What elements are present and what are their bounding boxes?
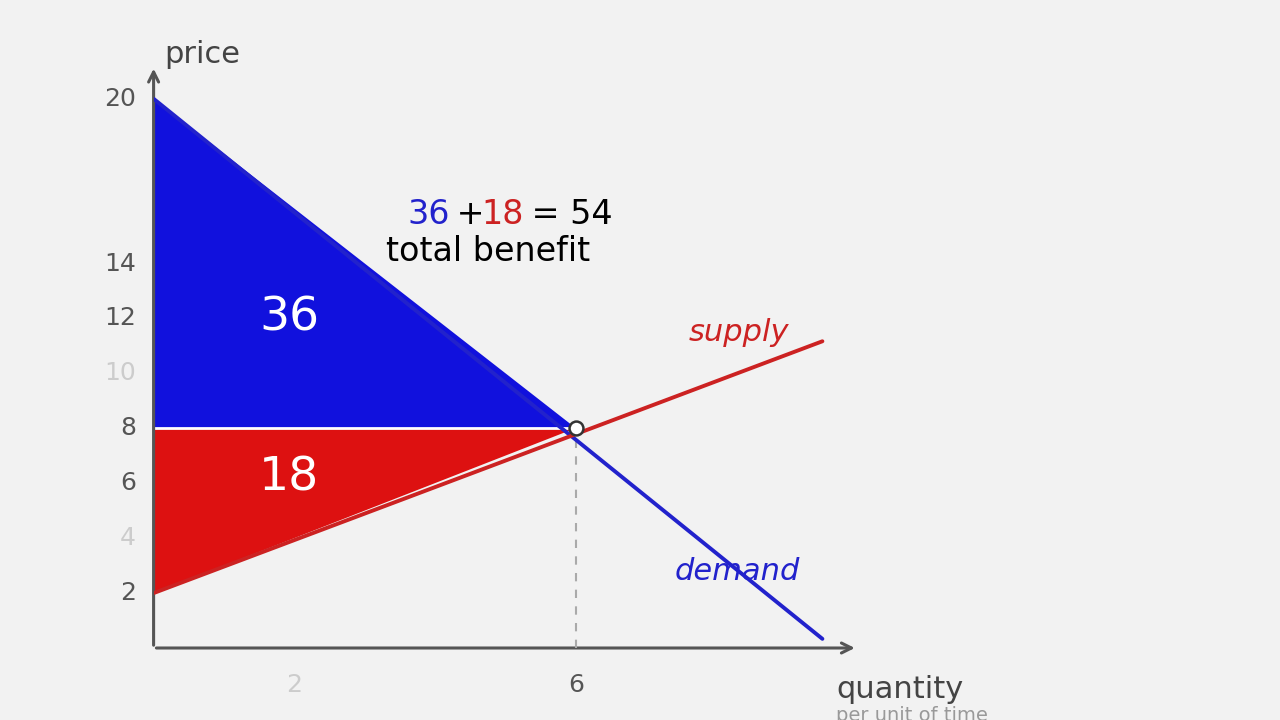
Text: 14: 14 (104, 251, 136, 276)
Text: per unit of time: per unit of time (837, 706, 988, 720)
Text: price: price (164, 40, 241, 68)
Text: quantity: quantity (837, 675, 964, 704)
Text: supply: supply (689, 318, 790, 347)
Text: 36: 36 (407, 197, 449, 230)
Text: demand: demand (675, 557, 800, 585)
Text: 8: 8 (120, 416, 136, 441)
Text: 4: 4 (120, 526, 136, 550)
Text: 2: 2 (120, 581, 136, 605)
Text: 18: 18 (481, 197, 524, 230)
Text: = 54: = 54 (521, 197, 613, 230)
Text: 6: 6 (568, 672, 584, 697)
Text: 18: 18 (259, 455, 320, 500)
Text: +: + (445, 197, 484, 230)
Text: 2: 2 (287, 672, 302, 697)
Text: 6: 6 (120, 471, 136, 495)
Text: total benefit: total benefit (387, 235, 590, 268)
Text: 20: 20 (104, 87, 136, 111)
Text: 12: 12 (104, 307, 136, 330)
Text: 10: 10 (104, 361, 136, 385)
Polygon shape (154, 99, 576, 428)
Text: 36: 36 (259, 296, 319, 341)
Polygon shape (154, 428, 576, 593)
